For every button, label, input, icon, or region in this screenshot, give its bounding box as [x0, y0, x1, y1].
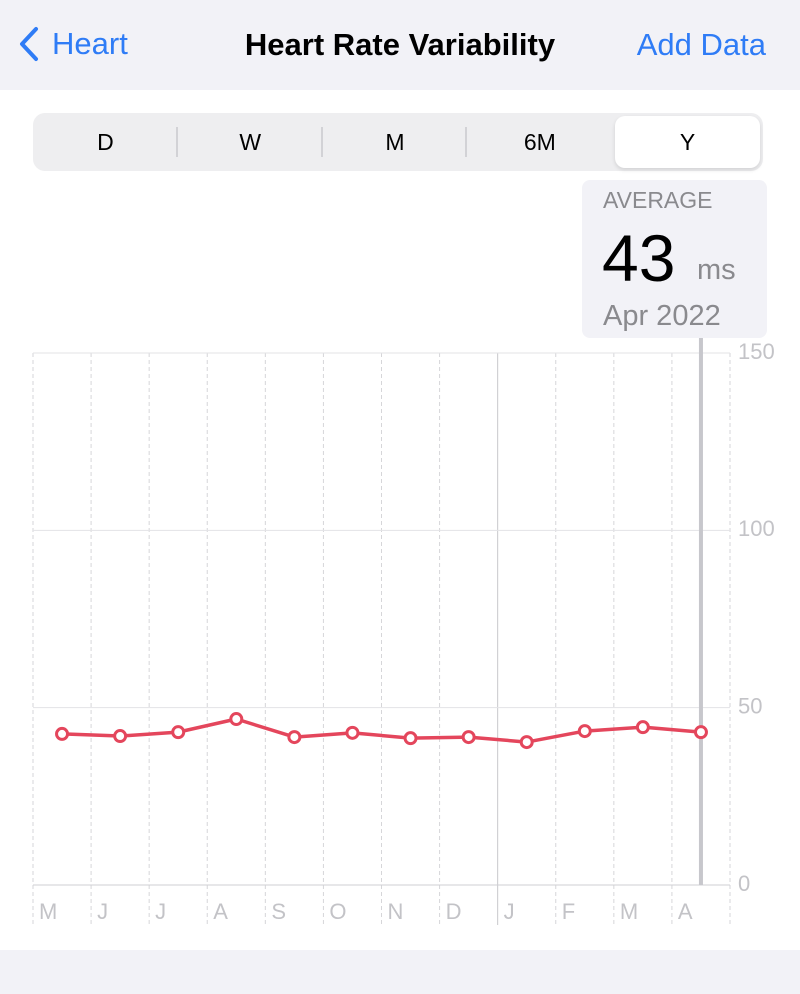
average-value: 43 [602, 221, 676, 295]
average-label: AVERAGE [603, 187, 713, 213]
nav-title: Heart Rate Variability [244, 27, 556, 62]
average-callout: AVERAGE 43 ms Apr 2022 [582, 180, 767, 338]
y-tick-label: 100 [738, 516, 775, 541]
segmented-control: D W M 6M Y [33, 113, 763, 171]
x-tick-label: J [504, 899, 515, 924]
data-point [693, 725, 708, 740]
x-tick-label: A [678, 899, 693, 924]
x-tick-label: A [213, 899, 228, 924]
x-tick-label: N [388, 899, 404, 924]
y-tick-label: 0 [738, 871, 750, 896]
data-point [113, 729, 128, 744]
data-line [61, 717, 702, 744]
data-point [635, 720, 650, 735]
back-label: Heart [52, 26, 128, 61]
add-data-button[interactable]: Add Data [636, 27, 766, 62]
x-tick-label: M [39, 899, 57, 924]
data-point [171, 725, 186, 740]
average-period: Apr 2022 [603, 300, 721, 332]
data-point [461, 730, 476, 745]
segment[interactable]: W [178, 113, 323, 171]
data-point [577, 724, 592, 739]
segment[interactable]: Y [615, 116, 760, 168]
y-tick-label: 150 [738, 339, 775, 364]
back-button[interactable]: Heart [18, 26, 128, 62]
x-tick-label: D [446, 899, 462, 924]
x-tick-label: F [562, 899, 575, 924]
data-point [403, 731, 418, 746]
data-point [287, 730, 302, 745]
nav-bar: Heart Heart Rate Variability Add Data [0, 0, 800, 90]
data-point [229, 712, 244, 727]
x-tick-label: J [97, 899, 108, 924]
segment[interactable]: M [323, 113, 468, 171]
data-point [345, 725, 360, 740]
x-tick-label: M [620, 899, 638, 924]
average-unit: ms [697, 254, 736, 286]
segment[interactable]: D [33, 113, 178, 171]
data-point [55, 726, 70, 741]
bottom-bar [0, 950, 800, 994]
segment[interactable]: 6M [523, 128, 556, 155]
x-tick-label: O [329, 899, 346, 924]
x-tick-label: S [271, 899, 286, 924]
y-tick-label: 50 [738, 693, 762, 718]
data-point [519, 735, 534, 750]
back-chevron [20, 27, 38, 61]
x-tick-label: J [155, 899, 166, 924]
